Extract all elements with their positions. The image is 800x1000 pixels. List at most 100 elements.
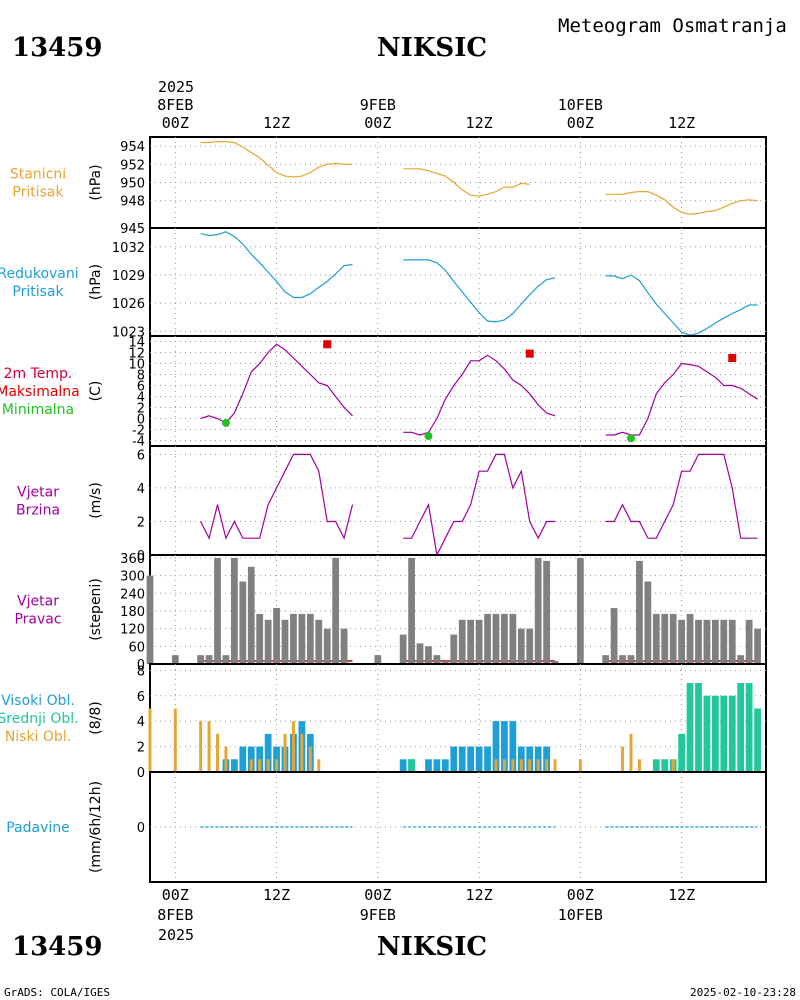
- direction-bar: [501, 613, 508, 664]
- series-line: [403, 453, 555, 557]
- y-tick-label: 14: [128, 336, 145, 351]
- cloud-bar: [745, 683, 753, 772]
- cloud-bar: [450, 746, 458, 772]
- cloud-bar: [231, 759, 238, 772]
- cloud-bar: [199, 721, 203, 772]
- y-axis-label: (mm/6h/12h): [88, 781, 104, 873]
- cloud-bar: [148, 708, 152, 772]
- cloud-bar: [249, 759, 253, 772]
- y-tick-label: -2: [132, 424, 145, 439]
- y-tick-label: 1023: [112, 325, 145, 340]
- y-axis-label: (stepeni): [88, 578, 104, 641]
- direction-bar: [171, 655, 179, 664]
- cloud-bar: [578, 759, 582, 772]
- y-tick-label: 0: [137, 658, 145, 673]
- meteogram-panels: 954952950948945(hPa)StanicniPritisak1032…: [0, 136, 767, 883]
- cloud-bar: [528, 759, 532, 772]
- date-label-top: 8FEB: [157, 96, 193, 114]
- cloud-bar: [408, 759, 415, 772]
- direction-bar: [273, 608, 280, 664]
- y-tick-label: 12: [128, 347, 145, 362]
- y-tick-label: 60: [128, 640, 145, 655]
- series-line: [403, 168, 530, 197]
- direction-bar: [205, 655, 213, 664]
- cloud-bar: [399, 759, 407, 772]
- panel-label: Minimalna: [2, 402, 74, 418]
- direction-bar: [686, 613, 694, 664]
- direction-bar: [214, 557, 221, 664]
- direction-bar: [720, 619, 728, 664]
- cloud-bar: [173, 708, 177, 772]
- direction-bar: [551, 661, 559, 664]
- cloud-bar: [207, 721, 211, 772]
- panel-frame: [149, 445, 767, 556]
- panel-frame: [149, 335, 767, 447]
- cloud-bar: [494, 759, 498, 772]
- y-tick-label: 954: [120, 140, 145, 155]
- panel-label: Stanicni: [10, 167, 66, 183]
- panel-label: Niski Obl.: [5, 729, 71, 745]
- direction-bar: [416, 643, 424, 664]
- station-name-bottom: NIKSIC: [377, 932, 487, 962]
- direction-bar: [315, 619, 323, 664]
- direction-bar: [728, 619, 736, 664]
- cloud-bar: [264, 733, 272, 772]
- cloud-bar: [509, 721, 517, 772]
- direction-bar: [754, 628, 761, 664]
- direction-bar: [484, 613, 491, 664]
- y-tick-label: 6: [137, 448, 145, 463]
- y-axis-label: (hPa): [88, 164, 104, 200]
- direction-bar: [340, 628, 348, 664]
- direction-bar: [661, 613, 669, 664]
- cloud-bar: [754, 708, 761, 772]
- cloud-bar: [621, 746, 625, 772]
- panel-label: Maksimalna: [0, 384, 80, 400]
- series-line: [200, 231, 353, 299]
- cloud-bar: [467, 746, 475, 772]
- cloud-bar: [433, 759, 441, 772]
- direction-bar: [543, 560, 550, 664]
- direction-bar: [450, 634, 458, 664]
- direction-bar: [652, 613, 660, 664]
- series-line: [605, 274, 758, 336]
- cloud-bar: [652, 759, 660, 772]
- panel-precipitation: 0 (mm/6h/12h) Padavine: [6, 771, 767, 883]
- panel-wind-speed: 6 4 2 0 (m/s) Vjetar Brzina: [16, 445, 767, 564]
- y-axis-label: (8/8): [88, 701, 104, 734]
- cloud-bar: [671, 759, 675, 772]
- date-label-bottom: 8FEB: [157, 906, 193, 924]
- direction-bar: [256, 613, 264, 664]
- direction-bar: [399, 634, 407, 664]
- date-label-top: 10FEB: [558, 96, 603, 114]
- panel-wind-direction: 360 300 240 180 120 60 0 (stepeni) Vjetar Pravac: [14, 552, 767, 673]
- product-title: Meteogram Osmatranja: [558, 15, 787, 37]
- panel-label: Pravac: [14, 612, 61, 628]
- cloud-bar: [553, 759, 557, 772]
- cloud-bar: [475, 746, 483, 772]
- cloud-bar: [536, 759, 540, 772]
- time-tick-label-top: 00Z: [364, 114, 391, 132]
- panel-label: Srednji Obl.: [0, 711, 79, 727]
- time-tick-label-top: 00Z: [162, 114, 189, 132]
- direction-bar: [492, 613, 500, 664]
- panel-label: Vjetar: [17, 594, 59, 610]
- panel-label: Visoki Obl.: [1, 693, 75, 709]
- y-axis-label: (hPa): [88, 264, 104, 300]
- time-tick-label-top: 12Z: [263, 114, 290, 132]
- direction-bar: [374, 655, 382, 664]
- y-tick-label: 0: [137, 766, 145, 781]
- cloud-bar: [678, 733, 685, 772]
- direction-bar: [745, 619, 753, 664]
- direction-bar: [231, 557, 238, 664]
- series-line: [403, 259, 556, 323]
- cloud-bar: [686, 683, 694, 772]
- panel-label: Redukovani: [0, 266, 79, 282]
- station-name-top: NIKSIC: [377, 33, 487, 63]
- y-tick-label: 1029: [112, 269, 145, 284]
- station-id-top: 13459: [12, 33, 102, 63]
- y-tick-label: 120: [120, 623, 145, 638]
- cloud-bar: [637, 759, 641, 772]
